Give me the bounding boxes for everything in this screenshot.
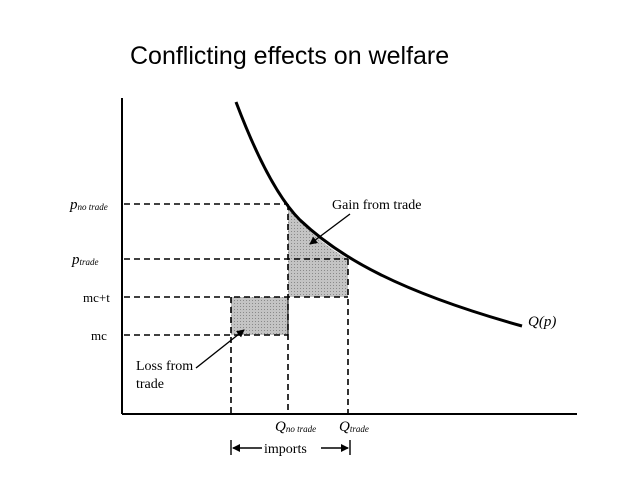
label-q-trade: Qtrade <box>339 419 369 435</box>
loss-arrow <box>195 329 245 369</box>
label-demand-curve: Q(p) <box>528 314 556 330</box>
gain-region-upper <box>288 204 348 259</box>
label-imports: imports <box>264 442 307 457</box>
gain-arrow <box>309 213 351 245</box>
label-gain-from-trade: Gain from trade <box>332 198 421 213</box>
label-mc: mc <box>91 328 107 343</box>
gain-region-lower <box>288 259 348 297</box>
slide-title: Conflicting effects on welfare <box>130 42 450 70</box>
label-mc-t: mc+t <box>83 290 110 305</box>
label-loss-line2: trade <box>136 377 164 392</box>
label-loss-line1: Loss from <box>136 359 193 374</box>
label-p-trade: ptrade <box>71 252 99 268</box>
loss-region <box>231 297 288 335</box>
label-q-no-trade: Qno trade <box>275 419 316 435</box>
label-p-no-trade: pno trade <box>69 197 108 213</box>
demand-curve <box>234 101 523 328</box>
